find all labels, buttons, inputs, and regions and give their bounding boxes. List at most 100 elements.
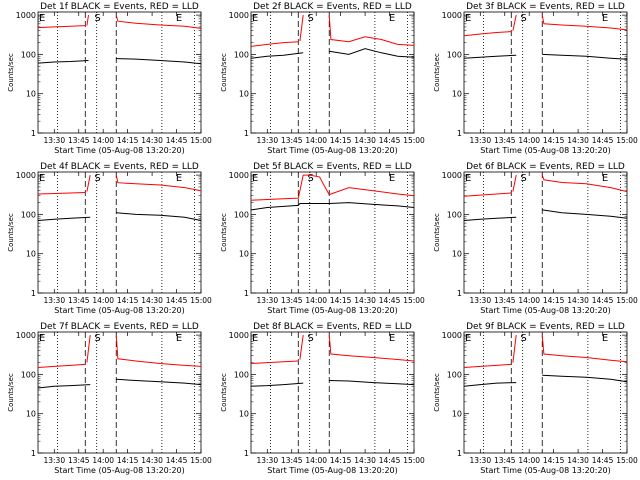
marker-label: S — [520, 333, 526, 344]
x-tick-label: 14:45 — [379, 456, 401, 465]
y-tick-label: 1000 — [229, 171, 249, 180]
plot-frame — [37, 171, 202, 294]
y-tick-label: 1 — [244, 129, 249, 138]
y-tick-label: 10 — [26, 410, 36, 419]
x-tick-label: 14:15 — [117, 136, 139, 145]
x-tick-label: 14:00 — [305, 456, 327, 465]
marker-label: E — [389, 333, 395, 344]
detector-panel: Det 4f BLACK = Events, RED = LLD 1 10 100 10… — [7, 162, 212, 315]
x-tick-label: 13:45 — [494, 136, 516, 145]
x-tick-label: 13:30 — [256, 136, 278, 145]
x-tick-label: 14:30 — [567, 296, 589, 305]
events-series-line — [463, 216, 517, 221]
x-axis-label: Start Time (05-Aug-08 13:20:20) — [267, 146, 398, 155]
y-tick-label: 100 — [447, 50, 462, 59]
panel-title: Det 3f BLACK = Events, RED = LLD — [466, 2, 625, 12]
marker-label: E — [176, 13, 182, 24]
marker-label: S — [94, 173, 100, 184]
lld-series-line — [541, 335, 628, 363]
y-tick-label: 10 — [26, 90, 36, 99]
detector-panel: Det 9f BLACK = Events, RED = LLD 1 10 100 10… — [433, 322, 638, 475]
panel-title: Det 6f BLACK = Events, RED = LLD — [466, 162, 625, 172]
marker-label: S — [307, 333, 313, 344]
x-tick-label: 14:45 — [592, 136, 614, 145]
panel-title: Det 9f BLACK = Events, RED = LLD — [466, 322, 625, 332]
y-axis-label: Counts/sec — [7, 213, 15, 252]
panel-title: Det 1f BLACK = Events, RED = LLD — [40, 2, 199, 12]
marker-label: S — [520, 173, 526, 184]
y-axis-label: Counts/sec — [433, 213, 441, 252]
marker-label: E — [465, 13, 471, 24]
x-tick-label: 13:30 — [469, 136, 491, 145]
lld-series-line — [463, 192, 512, 197]
panel-title: Det 5f BLACK = Events, RED = LLD — [253, 162, 412, 172]
y-tick-label: 1000 — [229, 11, 249, 20]
y-tick-label: 1 — [457, 289, 462, 298]
x-tick-label: 14:00 — [518, 136, 540, 145]
lld-series-line — [299, 15, 304, 42]
x-tick-label: 14:15 — [330, 296, 352, 305]
y-tick-label: 1000 — [229, 331, 249, 340]
y-tick-label: 1000 — [16, 331, 36, 340]
lld-series-line — [463, 31, 512, 37]
events-series-line — [116, 58, 202, 65]
x-tick-label: 13:45 — [68, 136, 90, 145]
x-tick-label: 13:45 — [68, 296, 90, 305]
x-tick-label: 13:45 — [68, 456, 90, 465]
x-tick-label: 14:30 — [567, 456, 589, 465]
y-axis-label: Counts/sec — [7, 373, 15, 412]
y-tick-label: 1 — [244, 289, 249, 298]
x-tick-label: 14:15 — [543, 296, 565, 305]
x-tick-label: 14:00 — [305, 296, 327, 305]
x-tick-label: 13:30 — [43, 296, 65, 305]
x-tick-label: 14:15 — [330, 136, 352, 145]
x-tick-label: 14:45 — [379, 296, 401, 305]
x-tick-label: 13:30 — [256, 296, 278, 305]
detector-panel: Det 8f BLACK = Events, RED = LLD 1 10 100 10… — [220, 322, 425, 475]
x-tick-label: 15:00 — [616, 136, 638, 145]
x-tick-label: 15:00 — [403, 456, 425, 465]
y-tick-label: 10 — [452, 90, 462, 99]
marker-label: E — [39, 173, 45, 184]
marker-label: E — [252, 173, 258, 184]
x-tick-label: 13:45 — [281, 456, 303, 465]
y-tick-label: 10 — [239, 250, 249, 259]
x-tick-label: 14:15 — [330, 456, 352, 465]
events-series-line — [250, 52, 304, 59]
x-tick-label: 14:15 — [117, 296, 139, 305]
marker-label: E — [252, 333, 258, 344]
plot-frame — [250, 11, 415, 134]
y-tick-label: 100 — [447, 210, 462, 219]
y-tick-label: 1000 — [16, 171, 36, 180]
lld-series-line — [328, 335, 415, 362]
detector-panel: Det 3f BLACK = Events, RED = LLD 1 10 100 10… — [433, 2, 638, 155]
marker-label: S — [94, 13, 100, 24]
x-tick-label: 14:45 — [379, 136, 401, 145]
x-axis-label: Start Time (05-Aug-08 13:20:20) — [54, 466, 185, 475]
x-tick-label: 14:00 — [518, 456, 540, 465]
x-tick-label: 15:00 — [190, 296, 212, 305]
x-tick-label: 13:45 — [494, 296, 516, 305]
lld-series-line — [115, 174, 202, 192]
plot-frame — [463, 11, 628, 134]
marker-label: E — [602, 13, 608, 24]
y-tick-label: 100 — [21, 370, 36, 379]
x-tick-label: 13:45 — [494, 456, 516, 465]
y-tick-label: 1 — [31, 449, 36, 458]
events-series-line — [116, 212, 202, 221]
marker-label: S — [307, 173, 313, 184]
x-tick-label: 13:30 — [256, 456, 278, 465]
lld-series-line — [512, 335, 517, 363]
y-tick-label: 1000 — [442, 11, 462, 20]
events-series-line — [463, 382, 517, 387]
lld-series-line — [37, 363, 86, 368]
x-tick-label: 13:45 — [281, 296, 303, 305]
panel-title: Det 4f BLACK = Events, RED = LLD — [40, 162, 199, 172]
y-axis-label: Counts/sec — [433, 53, 441, 92]
x-axis-label: Start Time (05-Aug-08 13:20:20) — [480, 146, 611, 155]
x-axis-label: Start Time (05-Aug-08 13:20:20) — [267, 466, 398, 475]
plot-frame — [37, 331, 202, 454]
y-tick-label: 1000 — [442, 171, 462, 180]
plot-frame — [250, 171, 415, 294]
